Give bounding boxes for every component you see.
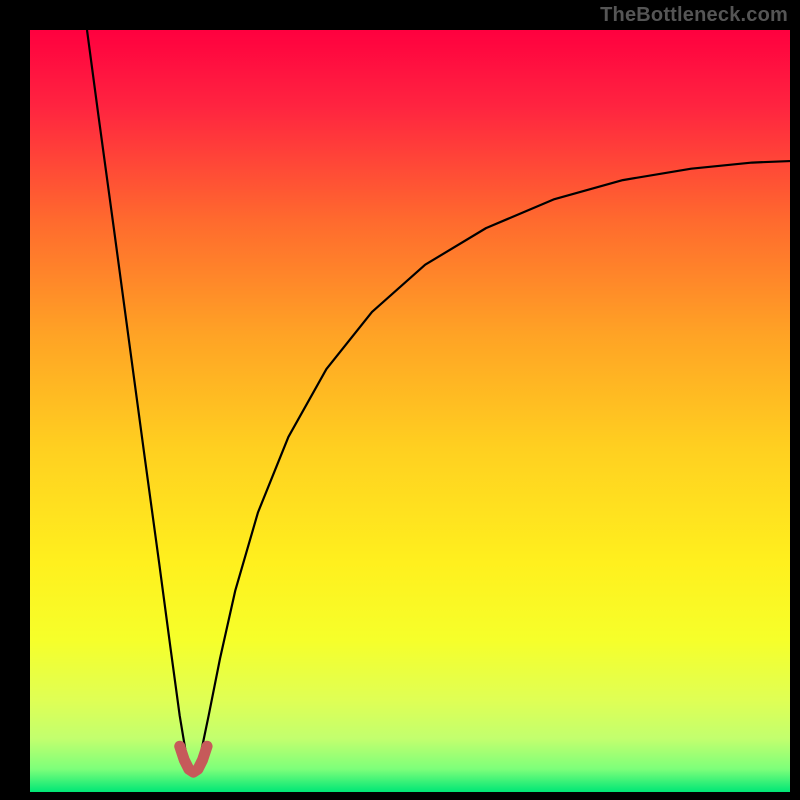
watermark-label: TheBottleneck.com [600, 4, 788, 27]
bottleneck-chart [0, 0, 800, 800]
chart-stage: TheBottleneck.com [0, 0, 800, 800]
plot-background [30, 30, 790, 792]
